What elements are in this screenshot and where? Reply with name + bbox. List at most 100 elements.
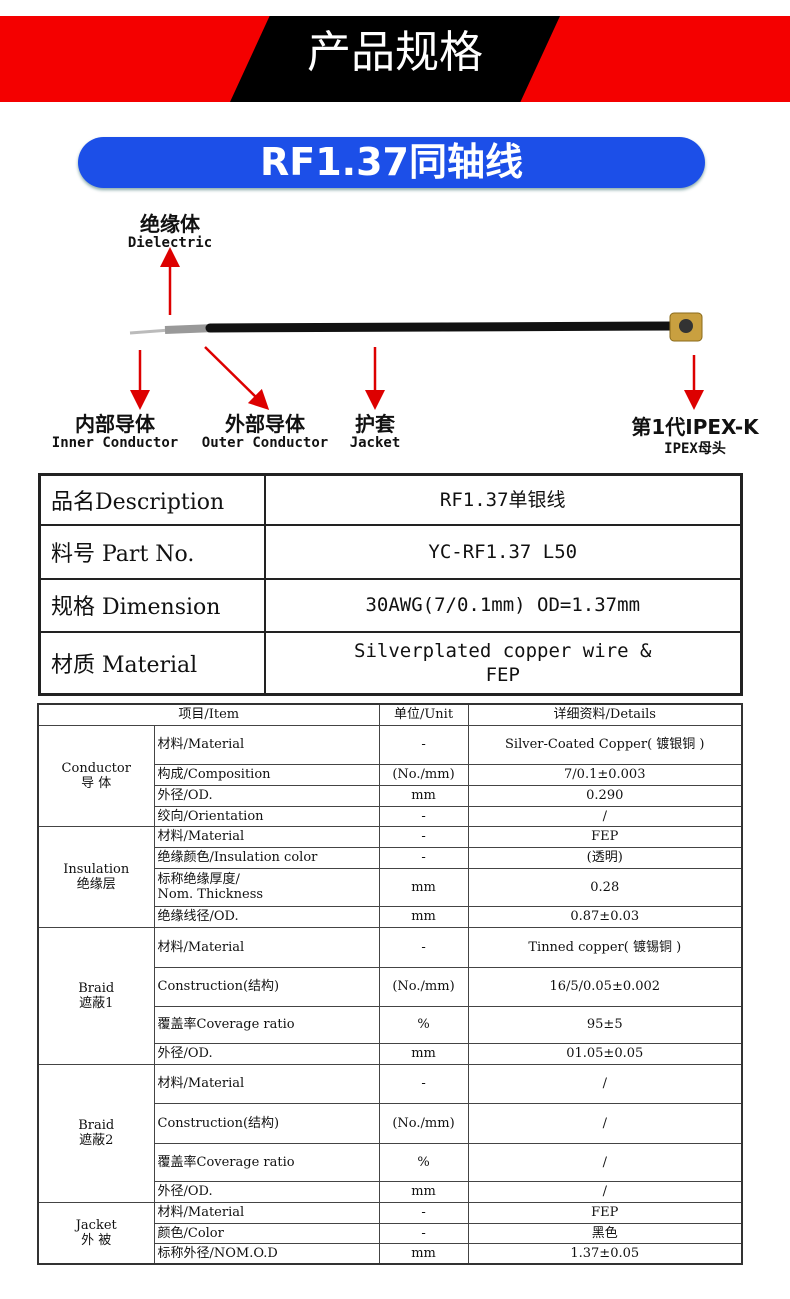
group-name: Braid 遮蔽2 (37, 1063, 155, 1203)
spec-item: 覆盖率Coverage ratio (153, 1005, 380, 1044)
spec-details: (透明) (467, 846, 743, 869)
spec-unit: mm (378, 1242, 469, 1265)
spec-row: 覆盖率Coverage ratio% 95±5 (38, 1005, 743, 1044)
spec-unit: - (378, 846, 469, 869)
spec-row: Construction(结构) (No./mm) / (38, 1102, 743, 1144)
spec-item: 颜色/Color (153, 1222, 380, 1244)
spec-row: 覆盖率Coverage ratio% / (38, 1142, 743, 1182)
spec-row: Conductor 导 体材料/Material - Silver-Coated C… (37, 724, 743, 827)
summary-row: 材质 Material Silverplated copper wire & FE… (38, 630, 743, 696)
spec-details: / (467, 805, 743, 827)
spec-details: 0.290 (467, 784, 743, 807)
spec-unit: - (378, 1222, 469, 1244)
summary-label: 规格 Dimension (38, 577, 266, 633)
summary-row: 料号 Part No. YC-RF1.37 L50 (38, 523, 743, 580)
group-name: Insulation 绝缘层 (37, 825, 155, 928)
summary-value: Silverplated copper wire & FEP (263, 630, 743, 696)
spec-row: 外径/OD. mm / (38, 1180, 743, 1203)
spec-row: Braid 遮蔽2 材料/Material - / (37, 1063, 743, 1203)
label-connector: 第1代IPEX-K IPEX母头 (631, 415, 759, 457)
summary-label: 料号 Part No. (38, 523, 266, 580)
spec-row: 外径/OD. mm 01.05±0.05 (38, 1042, 743, 1065)
spec-item: Construction(结构) (153, 966, 380, 1007)
spec-row: Construction(结构) (No./mm) 16/5/0.05±0.002 (38, 966, 743, 1007)
spec-details: 黑色 (467, 1222, 743, 1244)
label-jacket: 护套 Jacket (349, 412, 401, 451)
banner-title-bg (230, 16, 560, 102)
spec-item: 材料/Material (153, 926, 380, 968)
summary-value: 30AWG(7/0.1mm) OD=1.37mm (263, 577, 743, 633)
spec-unit: mm (378, 784, 469, 807)
summary-row: 规格 Dimension 30AWG(7/0.1mm) OD=1.37mm (38, 577, 743, 633)
spec-row: Jacket 外 被材料/Material - FEP (37, 1201, 743, 1265)
spec-table: 项目/Item 单位/Unit 详细资料/Details Conductor 导 体材… (37, 703, 743, 1265)
spec-details: Tinned copper( 镀锡铜 ) (467, 926, 743, 968)
spec-details: FEP (467, 825, 743, 848)
spec-details: 01.05±0.05 (467, 1042, 743, 1065)
spec-details: 0.87±0.03 (467, 905, 743, 928)
spec-item: 标称外径/NOM.O.D (153, 1242, 380, 1265)
group-name: Conductor 导 体 (37, 724, 155, 827)
spec-item: 外径/OD. (153, 1042, 380, 1065)
label-outer-conductor: 外部导体 Outer Conductor (201, 412, 329, 451)
spec-item: 材料/Material (153, 724, 380, 765)
summary-value: RF1.37单银线 (263, 473, 743, 526)
spec-row: Insulation 绝缘层 材料/Material - FEP (37, 825, 743, 928)
spec-item: 覆盖率Coverage ratio (153, 1142, 380, 1182)
spec-row: 绝缘线径/OD. mm 0.87±0.03 (38, 905, 743, 928)
spec-unit: - (378, 1201, 469, 1224)
spec-unit: mm (378, 1042, 469, 1065)
header-unit: 单位/Unit (378, 703, 469, 726)
spec-item: 外径/OD. (153, 1180, 380, 1203)
spec-item: 材料/Material (153, 1063, 380, 1104)
spec-item: 材料/Material (153, 1201, 380, 1224)
spec-row: 颜色/Color - 黑色 (38, 1222, 743, 1244)
summary-table: 品名Description RF1.37单银线 料号 Part No. YC-RF1… (38, 473, 743, 696)
spec-unit: % (378, 1142, 469, 1182)
cable-diagram (129, 247, 704, 411)
page-title: 产品规格 (307, 27, 483, 78)
spec-unit: (No./mm) (378, 763, 469, 786)
summary-row: 品名Description RF1.37单银线 (38, 473, 743, 526)
spec-item: Construction(结构) (153, 1102, 380, 1144)
inner-conductor (129, 328, 171, 335)
spec-details: / (467, 1102, 743, 1144)
header-details: 详细资料/Details (467, 703, 743, 726)
spec-row: 绞向/Orientation - / (38, 805, 743, 827)
spec-details: / (467, 1063, 743, 1104)
spec-item: 外径/OD. (153, 784, 380, 807)
spec-details: 95±5 (467, 1005, 743, 1044)
spec-details: 7/0.1±0.003 (467, 763, 743, 786)
spec-details: Silver-Coated Copper( 镀银铜 ) (467, 724, 743, 765)
spec-details: 16/5/0.05±0.002 (467, 966, 743, 1007)
spec-details: / (467, 1180, 743, 1203)
spec-details: 1.37±0.05 (467, 1242, 743, 1265)
arrow-outer (204, 346, 270, 411)
spec-unit: % (378, 1005, 469, 1044)
spec-unit: mm (378, 1180, 469, 1203)
spec-unit: - (378, 926, 469, 968)
spec-row: Braid 遮蔽1 材料/Material - Tinned copper( 镀锡铜 … (37, 926, 743, 1065)
spec-item: 绝缘线径/OD. (153, 905, 380, 928)
spec-item: 绝缘颜色/Insulation color (153, 846, 380, 869)
label-inner-conductor: 内部导体 Inner Conductor (51, 412, 179, 451)
connector-socket (679, 319, 693, 333)
spec-item: 绞向/Orientation (153, 805, 380, 827)
spec-unit: - (378, 825, 469, 848)
summary-label: 品名Description (38, 473, 266, 526)
spec-details: 0.28 (467, 867, 743, 907)
spec-row: 标称外径/NOM.O.D mm 1.37±0.05 (38, 1242, 743, 1265)
summary-label: 材质 Material (38, 630, 266, 696)
spec-details: / (467, 1142, 743, 1182)
cable-jacket (205, 321, 680, 333)
summary-value: YC-RF1.37 L50 (263, 523, 743, 580)
spec-unit: mm (378, 905, 469, 928)
label-dielectric: 绝缘体 Dielectric (127, 212, 213, 251)
header-item: 项目/Item (37, 703, 380, 726)
product-title: RF1.37同轴线 (78, 137, 705, 188)
spec-unit: mm (378, 867, 469, 907)
group-name: Braid 遮蔽1 (37, 926, 155, 1065)
spec-header-row: 项目/Item 单位/Unit 详细资料/Details (37, 703, 743, 726)
spec-row: 绝缘颜色/Insulation color - (透明) (38, 846, 743, 869)
spec-unit: - (378, 805, 469, 827)
